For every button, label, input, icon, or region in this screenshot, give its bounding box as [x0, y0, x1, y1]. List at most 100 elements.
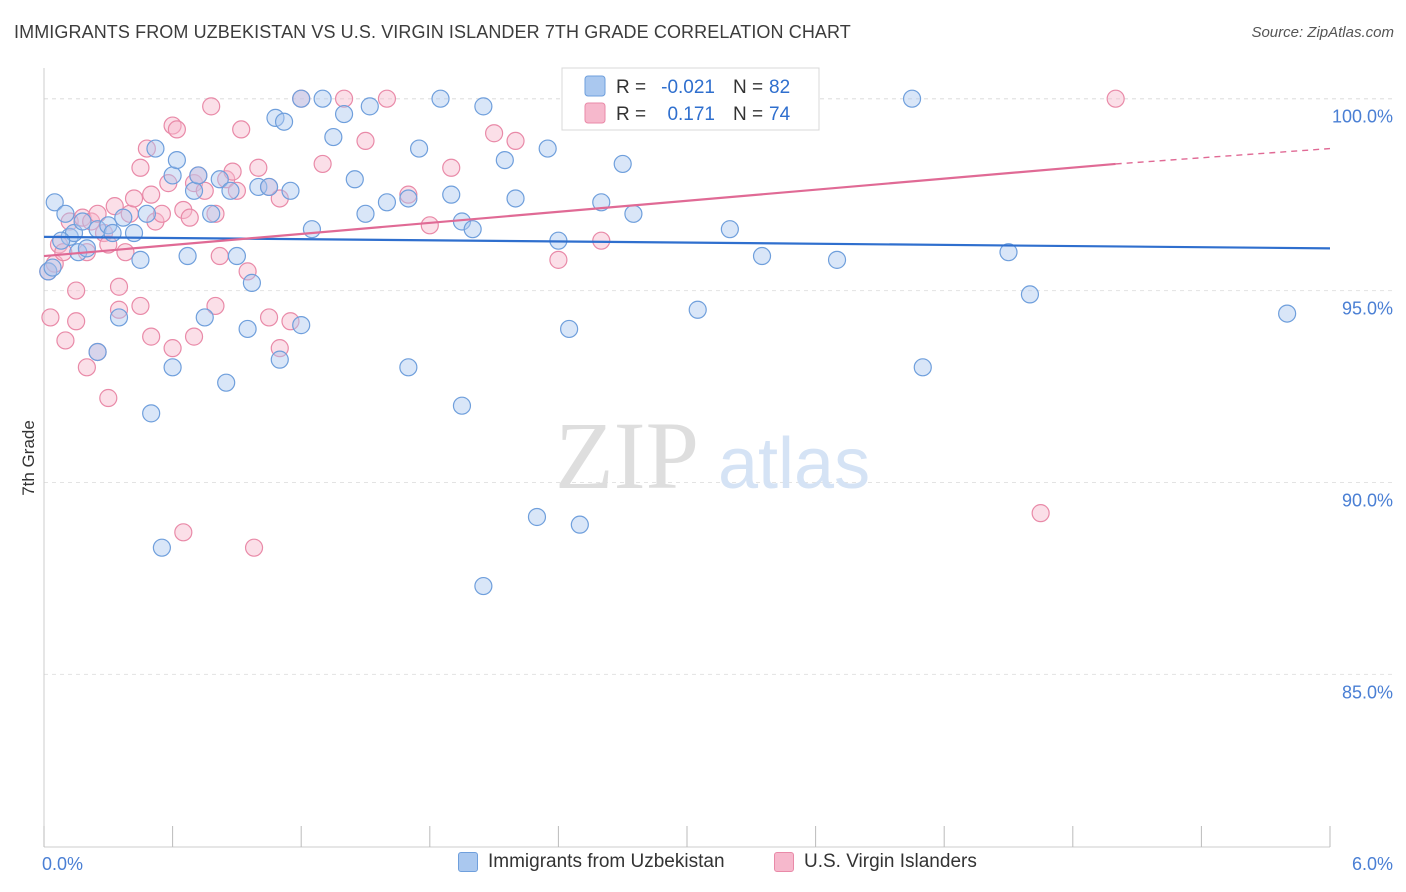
- scatter-point: [485, 124, 504, 143]
- scatter-point: [195, 308, 214, 327]
- pink-trend-extension: [1115, 147, 1331, 165]
- scatter-point: [474, 97, 493, 116]
- scatter-point: [180, 208, 199, 227]
- scatter-point: [142, 404, 161, 423]
- y-tick-label: 90.0%: [1342, 490, 1393, 510]
- stats-blue-n-label: N =: [733, 77, 763, 98]
- scatter-point: [124, 223, 144, 243]
- scatter-point: [399, 358, 418, 377]
- legend-blue-swatch: [458, 852, 478, 872]
- scatter-point: [442, 185, 461, 204]
- scatter-point: [238, 319, 257, 339]
- scatter-point: [377, 193, 397, 212]
- scatter-point: [131, 250, 150, 269]
- scatter-point: [88, 204, 107, 223]
- scatter-point: [345, 170, 364, 189]
- scatter-point: [56, 204, 75, 223]
- scatter-point: [592, 193, 611, 212]
- watermark-atlas: atlas: [718, 424, 870, 504]
- source-label: Source: ZipAtlas.com: [1251, 24, 1394, 41]
- legend-label-uzbekistan: Immigrants from Uzbekistan: [488, 851, 725, 872]
- scatter-point: [259, 308, 279, 327]
- scatter-point: [99, 235, 118, 254]
- scatter-point: [249, 177, 268, 197]
- scatter-point: [45, 193, 64, 212]
- scatter-point: [77, 239, 96, 258]
- scatter-point: [124, 189, 144, 208]
- scatter-point: [474, 576, 493, 596]
- scatter-point: [56, 331, 75, 350]
- scatter-point: [99, 388, 118, 408]
- scatter-point: [52, 231, 71, 250]
- scatter-point: [163, 339, 182, 358]
- scatter-point: [463, 220, 482, 239]
- scatter-point: [227, 181, 246, 200]
- scatter-point: [210, 170, 229, 189]
- stats-blue-r-value: -0.021: [661, 77, 715, 98]
- scatter-point: [549, 250, 568, 269]
- scatter-point: [163, 166, 182, 185]
- scatter-point: [103, 223, 122, 243]
- axes: [43, 68, 1331, 848]
- scatter-point: [210, 246, 229, 266]
- stats-blue-swatch: [584, 75, 606, 97]
- scatter-point: [189, 166, 208, 185]
- scatter-point: [399, 185, 418, 204]
- scatter-point: [142, 327, 161, 346]
- scatter-point: [752, 246, 772, 266]
- stats-blue-n-value: 82: [769, 77, 790, 98]
- scatter-point: [624, 204, 643, 223]
- scatter-point: [313, 154, 332, 174]
- y-tick-label: 95.0%: [1342, 299, 1393, 319]
- legend-pink-swatch: [774, 852, 794, 872]
- scatter-point: [613, 154, 632, 174]
- scatter-point: [54, 243, 73, 262]
- scatter-point: [109, 308, 129, 327]
- scatter-point: [109, 300, 129, 319]
- scatter-point: [227, 246, 246, 266]
- stats-blue-r-label: R =: [616, 77, 646, 98]
- scatter-point: [43, 258, 62, 277]
- scatter-point: [538, 139, 557, 158]
- scatter-point: [902, 89, 922, 108]
- scatter-point: [1020, 285, 1040, 304]
- scatter-point: [88, 342, 107, 362]
- scatter-point: [238, 262, 257, 281]
- y-axis-label: 7th Grade: [19, 420, 38, 496]
- scatter-point: [73, 208, 92, 227]
- scatter-point: [131, 296, 150, 316]
- trend-lines: [43, 147, 1331, 258]
- scatter-point: [560, 319, 579, 339]
- stats-legend: R = -0.021 N = 82 R = 0.171 N = 74: [561, 67, 820, 131]
- bottom-legend: Immigrants from Uzbekistan U.S. Virgin I…: [0, 851, 1406, 877]
- scatter-point: [527, 507, 547, 527]
- scatter-point: [178, 246, 197, 266]
- stats-pink-r-value: 0.171: [667, 104, 715, 125]
- scatter-point: [242, 273, 262, 292]
- scatter-point: [174, 523, 193, 542]
- stats-pink-n-label: N =: [733, 104, 763, 125]
- scatter-point: [184, 327, 204, 346]
- scatter-point: [324, 127, 343, 147]
- scatter-point: [131, 158, 150, 177]
- stats-pink-n-value: 74: [769, 104, 791, 125]
- scatter-point: [232, 120, 251, 139]
- scatter-point: [409, 139, 429, 158]
- scatter-point: [142, 185, 161, 204]
- scatter-point: [244, 538, 264, 557]
- scatter-point: [270, 350, 289, 369]
- scatter-point: [431, 89, 450, 108]
- scatter-point: [1278, 304, 1297, 323]
- scatter-point: [360, 97, 379, 116]
- scatter-point: [266, 108, 285, 127]
- scatter-point: [221, 181, 240, 200]
- scatter-point: [356, 131, 375, 151]
- scatter-point: [217, 373, 236, 392]
- watermark: ZIP atlas: [555, 402, 870, 509]
- scatter-point: [377, 89, 397, 108]
- scatter-point: [1031, 504, 1050, 523]
- scatter-point: [167, 150, 186, 170]
- scatter-point: [137, 204, 156, 223]
- scatter-point: [399, 189, 418, 208]
